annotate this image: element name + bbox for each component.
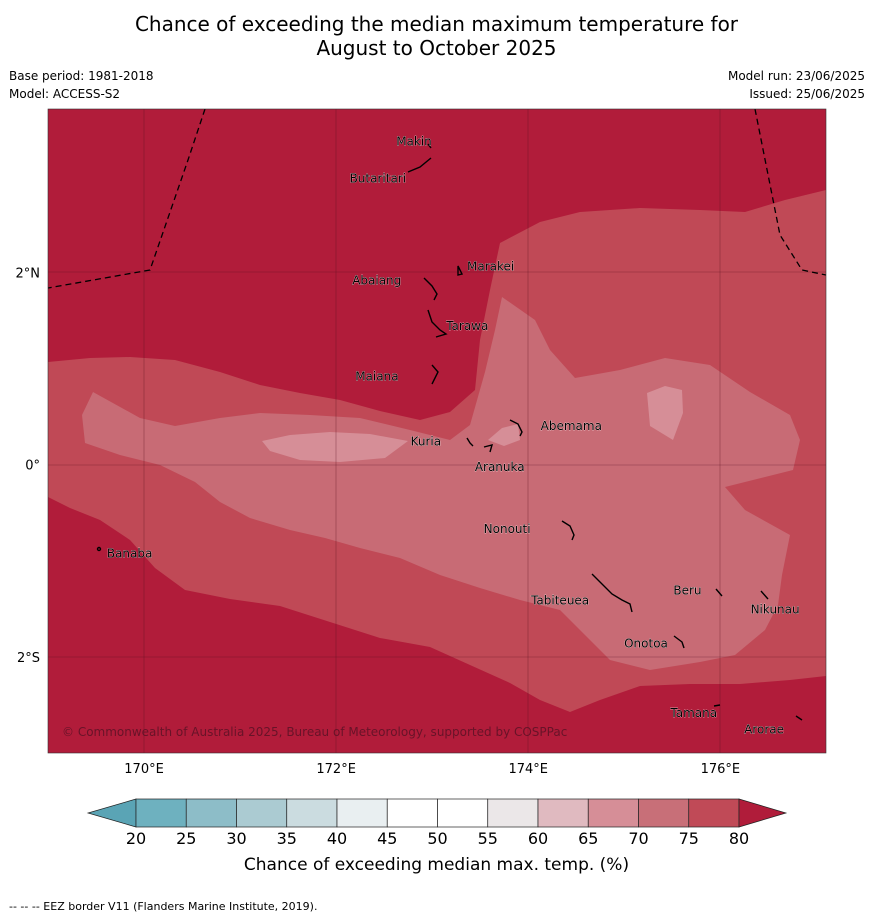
island-label-abaiang: Abaiang: [352, 274, 401, 288]
colorbar-cell-5: [336, 798, 388, 828]
map-frame: [47, 108, 827, 754]
colorbar-tick-20: 20: [126, 829, 146, 848]
island-label-tabiteuea: Tabiteuea: [530, 594, 589, 608]
model-name: Model: ACCESS-S2: [9, 87, 121, 101]
copyright-notice: © Commonwealth of Australia 2025, Bureau…: [62, 725, 567, 739]
island-outline-banaba: [96, 546, 102, 552]
colorbar-cells: [86, 798, 788, 828]
colorbar-tick-35: 35: [277, 829, 297, 848]
eez-border: [48, 109, 826, 289]
island-label-tarawa: Tarawa: [445, 319, 488, 333]
island-label-beru: Beru: [673, 583, 701, 597]
longitude-labels: 170°E 172°E 174°E 176°E: [124, 762, 740, 777]
island-outline-tarawa: [427, 309, 448, 338]
colorbar-tick-45: 45: [377, 829, 397, 848]
colorbar-cell-9: [537, 798, 589, 828]
island-outline-abemama: [509, 419, 523, 437]
colorbar-cell-6: [386, 798, 438, 828]
colorbar-tick-70: 70: [628, 829, 648, 848]
colorbar-cell-7: [437, 798, 489, 828]
colorbar-cell-10: [587, 798, 639, 828]
island-outline-beru: [715, 588, 723, 597]
island-outline-onotoa: [673, 635, 685, 649]
island-label-kuria: Kuria: [411, 434, 442, 448]
island-label-maiana: Maiana: [355, 369, 398, 383]
eez-footnote: -- -- -- EEZ border V11 (Flanders Marine…: [9, 900, 318, 913]
title-line-2: August to October 2025: [316, 36, 557, 60]
island-outline-maiana: [431, 364, 439, 385]
island-outline-abaiang: [423, 277, 438, 301]
forecast-map: Makin Butaritari Marakei Abaiang Tarawa Maian…: [16, 108, 827, 777]
island-label-aranuka: Aranuka: [475, 460, 525, 474]
lon-label-2: 174°E: [508, 762, 548, 777]
lat-label-2: 2°S: [17, 651, 40, 666]
island-outline-nonouti: [561, 520, 575, 541]
lat-label-1: 0°: [25, 459, 40, 474]
base-period: Base period: 1981-2018: [9, 69, 154, 83]
island-label-onotoa: Onotoa: [624, 637, 668, 651]
lon-label-3: 176°E: [701, 762, 741, 777]
island-label-nonouti: Nonouti: [484, 522, 531, 536]
colorbar-tick-55: 55: [478, 829, 498, 848]
colorbar-tick-65: 65: [578, 829, 598, 848]
eez-border-west: [48, 109, 206, 289]
lon-label-0: 170°E: [124, 762, 164, 777]
island-outlines: [96, 143, 803, 721]
colorbar-cell-2: [185, 798, 237, 828]
island-label-tamana: Tamana: [669, 706, 717, 720]
colorbar-tick-50: 50: [427, 829, 447, 848]
island-outline-aranuka: [483, 444, 494, 453]
colorbar-title: Chance of exceeding median max. temp. (%…: [243, 855, 630, 875]
colorbar-tick-80: 80: [729, 829, 749, 848]
island-label-makin: Makin: [396, 135, 432, 149]
model-run: Model run: 23/06/2025: [727, 69, 865, 83]
island-label-marakei: Marakei: [467, 259, 514, 273]
eez-border-east: [754, 109, 826, 276]
zone-60-65-north: [488, 424, 520, 446]
colorbar-cell-12: [688, 798, 740, 828]
probability-zones: Makin Butaritari Marakei Abaiang Tarawa Maian…: [48, 109, 826, 753]
island-outline-marakei: [457, 265, 464, 276]
colorbar-tick-30: 30: [226, 829, 246, 848]
zone-60-65-central: [262, 432, 408, 462]
graticule: [48, 109, 826, 753]
island-outline-tabiteuea: [591, 573, 633, 613]
island-label-butaritari: Butaritari: [350, 172, 407, 186]
lat-label-0: 2°N: [16, 266, 41, 281]
colorbar-cell-8: [487, 798, 539, 828]
title-line-1: Chance of exceeding the median maximum t…: [134, 12, 739, 36]
colorbar-tick-75: 75: [679, 829, 699, 848]
island-outline-nikunau: [760, 590, 769, 600]
colorbar-cell-3: [236, 798, 288, 828]
island-labels: Makin Butaritari Marakei Abaiang Tarawa Maian…: [107, 134, 800, 736]
colorbar-tick-60: 60: [528, 829, 548, 848]
island-label-arorae: Arorae: [744, 722, 784, 736]
island-outline-arorae: [795, 715, 803, 721]
colorbar-tick-40: 40: [327, 829, 347, 848]
colorbar-extend-low: [86, 798, 137, 828]
zone-65-70: [82, 297, 800, 670]
zone-60-65-east: [647, 386, 683, 440]
island-label-banaba: Banaba: [107, 546, 153, 560]
colorbar-tick-labels: 20 25 30 35 40 45 50 55 60 65 70 75 80: [126, 829, 749, 848]
island-outline-tamana: [713, 704, 721, 707]
island-outline-makin-butaritari: [407, 143, 432, 173]
island-label-nikunau: Nikunau: [751, 602, 800, 616]
colorbar-cell-4: [286, 798, 338, 828]
issued-date: Issued: 25/06/2025: [749, 87, 865, 101]
colorbar-cell-1: [135, 798, 187, 828]
colorbar-extend-high: [738, 798, 788, 828]
latitude-labels: 2°N 0° 2°S: [16, 266, 41, 665]
lon-label-1: 172°E: [316, 762, 356, 777]
colorbar-tick-25: 25: [176, 829, 196, 848]
colorbar-cell-11: [638, 798, 690, 828]
island-outline-kuria: [466, 437, 474, 447]
map-title: Chance of exceeding the median maximum t…: [0, 12, 873, 60]
island-label-abemama: Abemama: [541, 419, 602, 433]
